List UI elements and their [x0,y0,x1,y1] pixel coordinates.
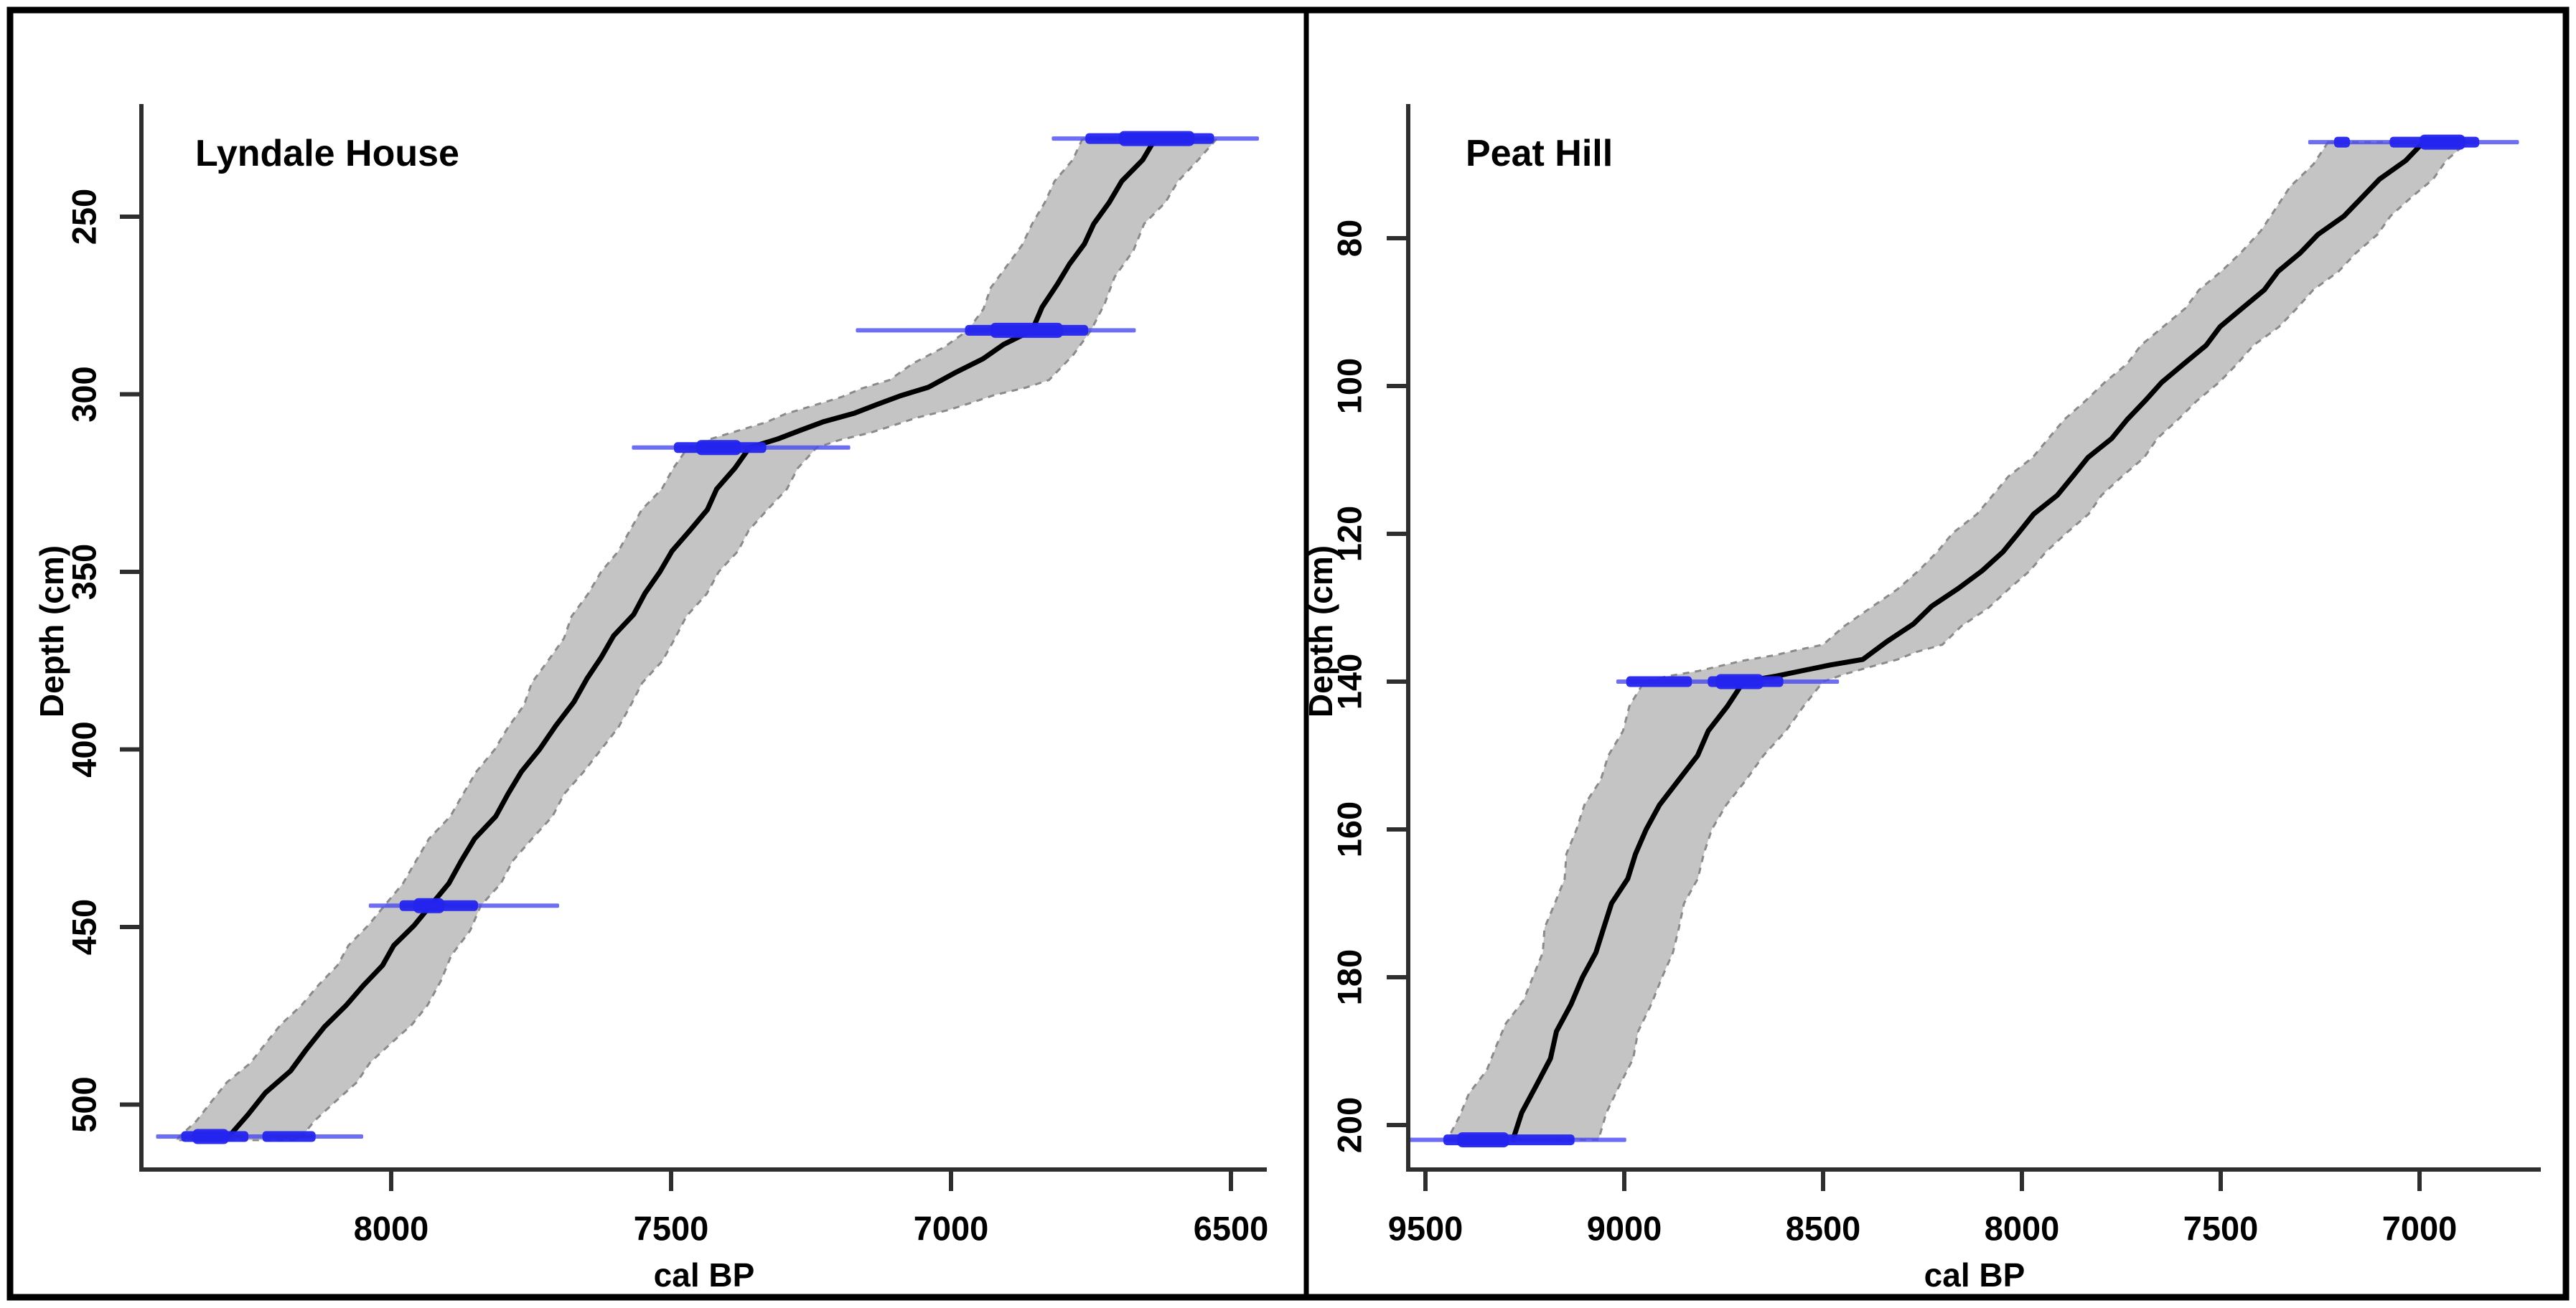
peat-hill-y-tick-label: 100 [1331,358,1369,414]
lyndale-house-x-tick-label: 6500 [1194,1210,1269,1248]
peat-hill-y-tick-label: 120 [1331,506,1369,562]
panel-title-peat-hill: Peat Hill [1466,133,1613,174]
lyndale-house-confidence-envelope [172,137,1219,1142]
lyndale-house-y-tick-label: 250 [65,189,103,245]
peat-hill-date-1-distribution-peak [1715,674,1764,690]
lyndale-house-date-1-distribution-peak [990,322,1063,338]
peat-hill-y-tick-label: 80 [1331,220,1369,257]
lyndale-house-median-line [226,136,1158,1139]
peat-hill-y-tick-label: 160 [1331,801,1369,857]
lyndale-house-y-tick-label: 350 [65,544,103,600]
lyndale-house-y-tick-label: 300 [65,366,103,422]
panel-title-lyndale-house: Lyndale House [195,133,459,174]
lyndale-house-x-tick-label: 7000 [914,1210,989,1248]
y-axis-label-right: Depth (cm) [1302,545,1339,718]
peat-hill-x-tick-label: 9000 [1587,1210,1662,1248]
peat-hill-y-tick-label: 140 [1331,654,1369,710]
lyndale-house-date-0-distribution-peak [1119,131,1195,146]
peat-hill-y-tick-label: 200 [1331,1097,1369,1153]
peat-hill-date-1-distribution [1626,676,1692,687]
lyndale-house-date-4-distribution-peak [192,1129,229,1144]
lyndale-house-date-2-distribution-peak [696,440,741,456]
lyndale-house-x-tick-label: 7500 [634,1210,709,1248]
peat-hill-x-tick-label: 7500 [2183,1210,2259,1248]
lyndale-house-y-tick-label: 500 [65,1076,103,1132]
y-axis-label-left: Depth (cm) [33,545,70,718]
peat-hill-median-line [1510,139,2426,1143]
peat-hill-x-tick-label: 8500 [1786,1210,1861,1248]
x-axis-label-left: cal BP [653,1256,755,1294]
peat-hill-date-2-distribution-peak [1457,1132,1509,1148]
lyndale-house-x-tick-label: 8000 [354,1210,429,1248]
figure-border [6,6,2570,1301]
lyndale-house-y-tick-label: 450 [65,899,103,955]
peat-hill-confidence-envelope [1446,141,2470,1142]
lyndale-house-date-3-distribution-peak [413,898,445,913]
peat-hill-y-tick-label: 180 [1331,949,1369,1005]
peat-hill-date-0-distribution [2333,136,2351,148]
peat-hill-x-tick-label: 8000 [1985,1210,2060,1248]
peat-hill-x-tick-label: 7000 [2382,1210,2458,1248]
lyndale-house-y-tick-label: 400 [65,721,103,777]
lyndale-house-date-4-distribution [262,1131,316,1142]
peat-hill-date-0-distribution-peak [2420,134,2465,150]
peat-hill-x-tick-label: 9500 [1388,1210,1463,1248]
x-axis-label-right: cal BP [1924,1256,2025,1294]
